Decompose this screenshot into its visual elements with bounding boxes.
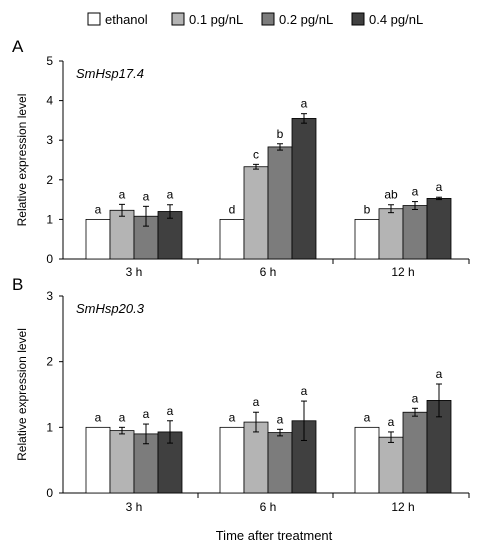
y-axis-title: Relative expression level	[15, 328, 29, 461]
x-tick-label: 6 h	[260, 265, 277, 279]
significance-letter: b	[364, 202, 371, 216]
y-tick-label: 2	[46, 173, 53, 187]
bar	[219, 426, 245, 494]
significance-letter: a	[95, 410, 102, 424]
significance-letter: a	[143, 407, 150, 421]
significance-letter: ab	[384, 188, 398, 202]
significance-letter: a	[412, 391, 419, 405]
bar	[157, 211, 183, 260]
significance-letter: a	[95, 202, 102, 216]
bar	[378, 208, 404, 260]
chart-panel: A Relative expression level SmHsp17.4 0 1 2 3 4…	[12, 37, 470, 279]
legend-label: 0.2 pg/nL	[279, 12, 333, 27]
y-tick-label: 1	[46, 212, 53, 226]
bar	[267, 432, 293, 494]
x-tick-label: 12 h	[391, 500, 414, 514]
y-tick-label: 0	[46, 252, 53, 266]
significance-letter: a	[388, 415, 395, 429]
y-tick-label: 5	[46, 54, 53, 68]
significance-letter: c	[253, 147, 259, 161]
bar	[109, 209, 135, 260]
bar	[243, 166, 269, 260]
legend-label: 0.1 pg/nL	[189, 12, 243, 27]
legend-swatch	[171, 12, 185, 26]
legend-label: 0.4 pg/nL	[369, 12, 423, 27]
chart-panels: A Relative expression level SmHsp17.4 0 1 2 3 4…	[12, 37, 470, 514]
bar	[402, 411, 428, 494]
bar	[402, 205, 428, 260]
significance-letter: a	[253, 395, 260, 409]
significance-letter: a	[167, 404, 174, 418]
y-tick-label: 1	[46, 420, 53, 434]
y-tick-label: 4	[46, 94, 53, 108]
significance-letter: a	[301, 384, 308, 398]
x-tick-label: 3 h	[126, 500, 143, 514]
significance-letter: a	[412, 185, 419, 199]
significance-letter: a	[277, 412, 284, 426]
legend-swatch	[261, 12, 275, 26]
legend: ethanol 0.1 pg/nL 0.2 pg/nL 0.4 pg/nL	[87, 12, 423, 27]
bar	[85, 218, 111, 260]
significance-letter: a	[364, 410, 371, 424]
bar	[219, 218, 245, 260]
significance-letter: a	[119, 187, 126, 201]
chart-panel: B Relative expression level SmHsp20.3 0 1 2 3 3…	[12, 275, 470, 514]
significance-letter: b	[277, 127, 284, 141]
significance-letter: a	[119, 410, 126, 424]
y-tick-label: 3	[46, 133, 53, 147]
significance-letter: a	[436, 367, 443, 381]
significance-letter: a	[436, 180, 443, 194]
significance-letter: a	[167, 188, 174, 202]
significance-letter: a	[301, 97, 308, 111]
bar	[354, 218, 380, 260]
y-tick-label: 3	[46, 289, 53, 303]
x-axis-title: Time after treatment	[216, 528, 333, 543]
significance-letter: d	[229, 202, 236, 216]
gene-name: SmHsp17.4	[76, 66, 144, 81]
bar	[109, 430, 135, 494]
significance-letter: a	[143, 189, 150, 203]
y-tick-label: 0	[46, 486, 53, 500]
significance-letter: a	[229, 410, 236, 424]
x-tick-label: 12 h	[391, 265, 414, 279]
bar	[243, 421, 269, 494]
legend-swatch	[351, 12, 365, 26]
legend-swatch	[87, 12, 101, 26]
y-axis-title: Relative expression level	[15, 94, 29, 227]
panel-label: A	[12, 37, 24, 56]
x-tick-label: 6 h	[260, 500, 277, 514]
bar	[291, 118, 317, 260]
x-tick-label: 3 h	[126, 265, 143, 279]
bar	[85, 426, 111, 494]
bar	[378, 436, 404, 494]
bar	[267, 146, 293, 260]
legend-label: ethanol	[105, 12, 148, 27]
y-tick-label: 2	[46, 355, 53, 369]
bar	[354, 426, 380, 494]
gene-name: SmHsp20.3	[76, 301, 145, 316]
bar	[426, 198, 452, 260]
panel-label: B	[12, 275, 23, 294]
